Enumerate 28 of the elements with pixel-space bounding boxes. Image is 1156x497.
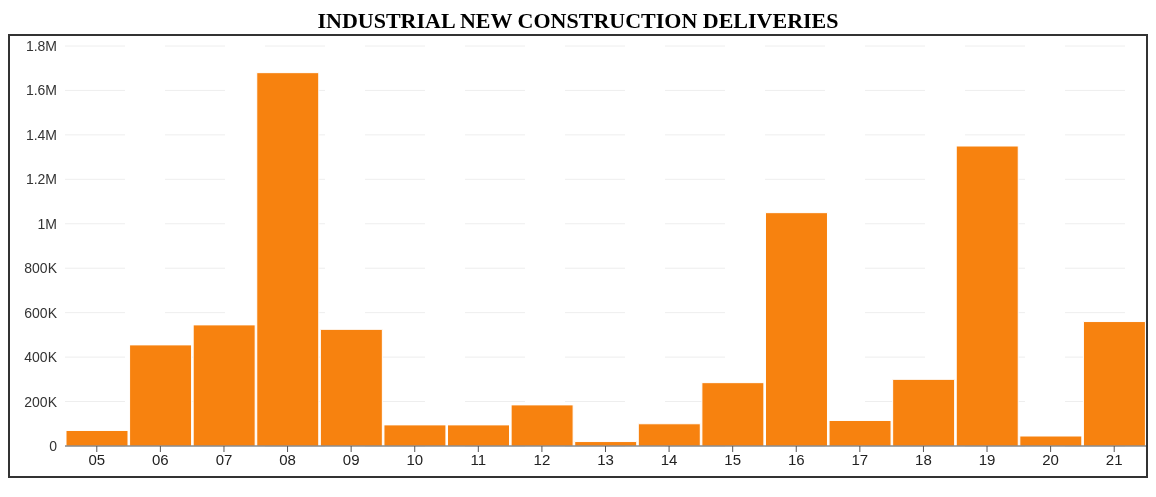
y-tick-label: 1.8M <box>25 37 57 54</box>
x-tick-label: 14 <box>660 450 678 468</box>
y-tick-label: 1.4M <box>25 126 57 143</box>
x-tick-label: 07 <box>215 450 233 468</box>
x-tick-label: 17 <box>851 450 869 468</box>
y-tick-label: 0 <box>49 437 58 454</box>
x-tick-label: 18 <box>915 450 932 468</box>
x-tick-label: 10 <box>406 450 424 468</box>
x-tick-label: 19 <box>978 450 996 468</box>
y-tick-label: 600K <box>24 304 58 321</box>
chart-title: INDUSTRIAL NEW CONSTRUCTION DELIVERIES <box>316 8 840 34</box>
x-tick-label: 09 <box>342 450 360 468</box>
x-tick-label: 20 <box>1042 450 1059 468</box>
x-tick-label: 13 <box>597 450 614 468</box>
x-tick-label: 21 <box>1105 450 1123 468</box>
x-tick-label: 12 <box>533 450 551 468</box>
y-tick-label: 400K <box>24 349 58 366</box>
y-tick-label: 200K <box>24 393 58 410</box>
x-tick-label: 08 <box>279 450 296 468</box>
y-tick-label: 1.2M <box>25 171 57 188</box>
x-tick-label: 06 <box>152 450 169 468</box>
y-tick-label: 1M <box>37 215 57 232</box>
x-tick-label: 05 <box>88 450 106 468</box>
y-tick-label: 800K <box>24 260 58 277</box>
x-tick-label: 16 <box>787 450 805 468</box>
x-tick-label: 15 <box>724 450 742 468</box>
y-tick-label: 1.6M <box>25 82 57 99</box>
x-tick-label: 11 <box>470 450 487 468</box>
